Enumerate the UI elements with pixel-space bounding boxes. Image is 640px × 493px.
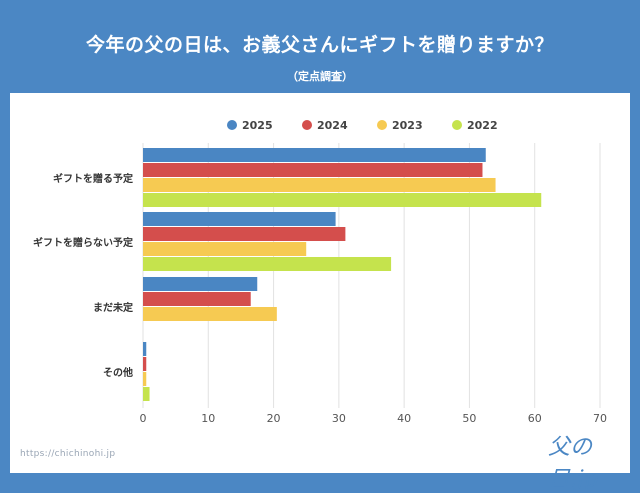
legend-marker [377, 120, 387, 130]
category-label: ギフトを贈らない予定 [33, 236, 133, 249]
legend-label: 2025 [242, 119, 273, 132]
bar [143, 242, 307, 256]
legend-marker [302, 120, 312, 130]
legend-marker [452, 120, 462, 130]
bar [143, 257, 392, 271]
x-tick-label: 70 [593, 412, 607, 425]
x-tick-label: 20 [267, 412, 281, 425]
x-tick-label: 10 [201, 412, 215, 425]
bar [143, 178, 496, 192]
chart-title: 今年の父の日は、お義父さんにギフトを贈りますか？ [85, 34, 554, 56]
x-tick-label: 30 [332, 412, 346, 425]
chart-panel: 0 10 20 30 40 50 60 70 2025 2024 2023 2022 ギフトを贈る予定ギ… [10, 93, 630, 492]
category-label: ギフトを贈る予定 [53, 172, 133, 185]
category-label: まだ未定 [93, 301, 133, 314]
bar [143, 372, 147, 386]
x-tick-label: 40 [397, 412, 411, 425]
legend-marker [227, 120, 237, 130]
legend-label: 2023 [392, 119, 423, 132]
logo-text: 父の日.jp [548, 435, 598, 492]
x-tick-label: 60 [528, 412, 542, 425]
bar [143, 277, 258, 291]
x-tick-label: 0 [140, 412, 147, 425]
bar [143, 307, 277, 321]
legend-label: 2024 [317, 119, 348, 132]
chart-subtitle: （定点調査） [287, 70, 353, 83]
category-label: その他 [103, 366, 133, 379]
bar [143, 292, 251, 306]
bar [143, 193, 542, 207]
bar [143, 227, 346, 241]
bar [143, 387, 150, 401]
bar [143, 212, 336, 226]
bar [143, 148, 486, 162]
bar [143, 357, 147, 371]
bar [143, 342, 147, 356]
bar-chart: 0 10 20 30 40 50 60 70 2025 2024 2023 2022 ギフトを贈る予定ギ… [33, 119, 607, 425]
legend-label: 2022 [467, 119, 498, 132]
source-url[interactable]: https://chichinohi.jp [20, 449, 116, 459]
x-tick-label: 50 [462, 412, 476, 425]
site-logo: 父の日.jp [548, 429, 630, 493]
bar [143, 163, 483, 177]
